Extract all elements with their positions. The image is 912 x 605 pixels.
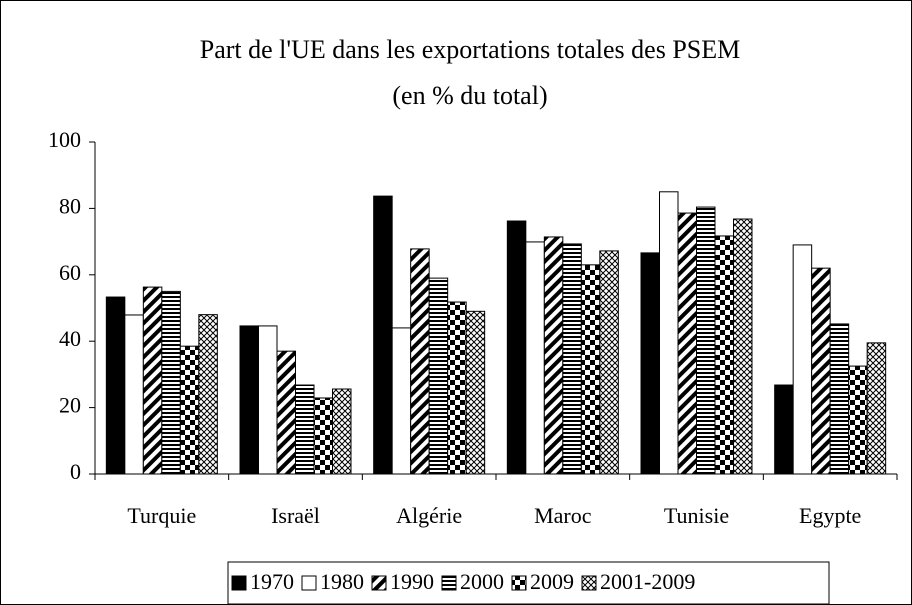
legend-box <box>227 561 830 605</box>
legend-swatch <box>441 575 457 591</box>
chart-title: Part de l'UE dans les exportations total… <box>200 35 741 64</box>
bar <box>465 310 486 475</box>
bar <box>792 244 813 475</box>
x-tick-label: Egypte <box>799 503 861 528</box>
bar <box>811 267 831 475</box>
bar <box>866 342 887 475</box>
legend-swatch <box>511 575 527 591</box>
legend-swatch <box>301 575 317 591</box>
bar <box>373 195 393 475</box>
y-tick-label: 80 <box>59 193 81 218</box>
bar <box>733 218 753 475</box>
x-tick-label: Maroc <box>534 503 592 528</box>
bar <box>562 243 582 475</box>
legend-label: 1980 <box>320 569 364 594</box>
bar <box>428 277 449 475</box>
legend-label: 2001-2009 <box>600 569 695 594</box>
bar <box>124 314 144 475</box>
bar <box>179 345 200 475</box>
bar <box>258 325 278 475</box>
bar <box>332 388 352 475</box>
bar <box>696 206 716 475</box>
bar <box>640 252 660 475</box>
bar <box>659 191 679 475</box>
y-tick-label: 60 <box>59 260 81 285</box>
bar <box>829 323 850 475</box>
bar <box>774 384 794 475</box>
bar <box>410 248 430 475</box>
bar <box>295 384 315 475</box>
bar <box>447 301 467 475</box>
bar <box>677 212 697 475</box>
bar <box>161 290 181 475</box>
bar <box>391 327 412 475</box>
y-tick-label: 40 <box>59 326 81 351</box>
x-tick-label: Turquie <box>127 503 196 528</box>
legend-label: 1990 <box>390 569 434 594</box>
legend-label: 2000 <box>460 569 504 594</box>
bar <box>276 350 296 475</box>
legend-label: 1970 <box>250 569 294 594</box>
legend-swatch <box>231 575 247 591</box>
bar <box>714 235 734 475</box>
bar <box>580 264 601 475</box>
bar <box>848 365 868 475</box>
bar <box>105 296 126 475</box>
y-tick-label: 0 <box>70 459 81 484</box>
bar <box>239 325 259 475</box>
bar <box>525 241 545 475</box>
y-tick-label: 20 <box>59 393 81 418</box>
legend-label: 2009 <box>530 569 574 594</box>
legend-swatch <box>371 575 387 591</box>
chart-subtitle: (en % du total) <box>392 81 547 110</box>
bar <box>506 220 527 475</box>
bar <box>599 250 619 475</box>
x-tick-label: Israël <box>271 503 320 528</box>
x-tick-label: Algérie <box>396 503 462 528</box>
y-tick-label: 100 <box>48 127 81 152</box>
legend-swatch <box>581 575 597 591</box>
bar <box>198 314 218 475</box>
x-tick-label: Tunisie <box>664 503 729 528</box>
bar <box>142 286 163 475</box>
bar <box>313 397 333 475</box>
bar <box>543 236 564 475</box>
